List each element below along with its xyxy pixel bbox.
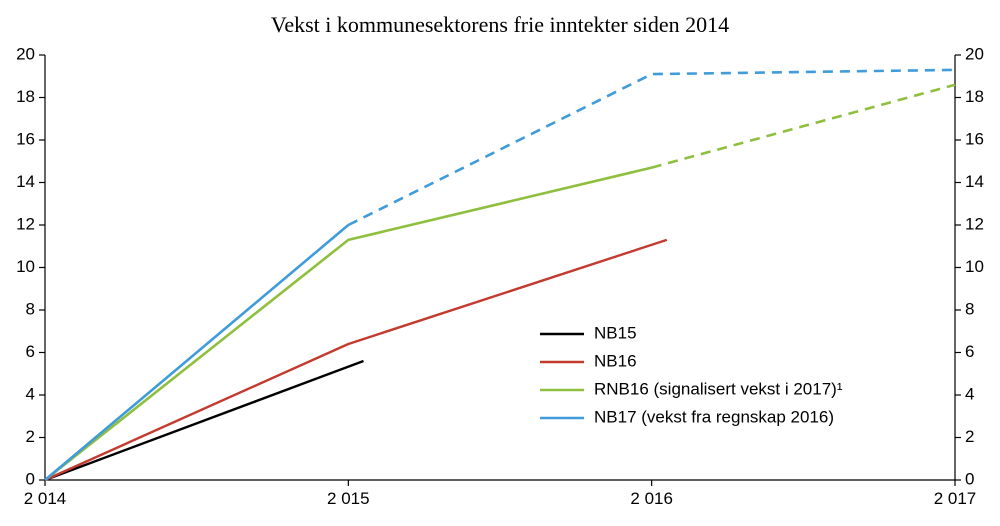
svg-text:8: 8 [26,299,35,318]
svg-text:4: 4 [965,384,974,403]
legend-label-nb16: NB16 [594,351,637,370]
chart-container: Vekst i kommunesektorens frie inntekter … [0,0,1000,526]
chart-title: Vekst i kommunesektorens frie inntekter … [0,12,1000,38]
svg-text:16: 16 [965,129,984,148]
legend-label-rnb16_solid: RNB16 (signalisert vekst i 2017)¹ [594,379,843,398]
svg-text:12: 12 [965,214,984,233]
svg-text:2: 2 [26,427,35,446]
svg-text:16: 16 [16,129,35,148]
svg-text:14: 14 [16,172,35,191]
svg-text:20: 20 [16,44,35,63]
svg-text:10: 10 [965,257,984,276]
svg-text:18: 18 [16,87,35,106]
svg-text:2: 2 [965,427,974,446]
svg-text:12: 12 [16,214,35,233]
svg-text:6: 6 [26,342,35,361]
svg-text:2 017: 2 017 [934,489,977,508]
svg-text:4: 4 [26,384,35,403]
svg-text:2 015: 2 015 [327,489,370,508]
legend-label-nb17_solid: NB17 (vekst fra regnskap 2016) [594,407,834,426]
chart-svg: 0 2 4 6 8 10 12 14 16 18 20 0 2 4 6 8 10 12 14 16 18 20 2 014 2… [0,0,1000,526]
svg-text:0: 0 [965,469,974,488]
legend-label-nb15: NB15 [594,323,637,342]
svg-text:8: 8 [965,299,974,318]
svg-text:18: 18 [965,87,984,106]
svg-text:6: 6 [965,342,974,361]
svg-text:0: 0 [26,469,35,488]
svg-text:2 016: 2 016 [630,489,673,508]
svg-text:20: 20 [965,44,984,63]
svg-text:2 014: 2 014 [24,489,67,508]
svg-text:10: 10 [16,257,35,276]
svg-text:14: 14 [965,172,984,191]
